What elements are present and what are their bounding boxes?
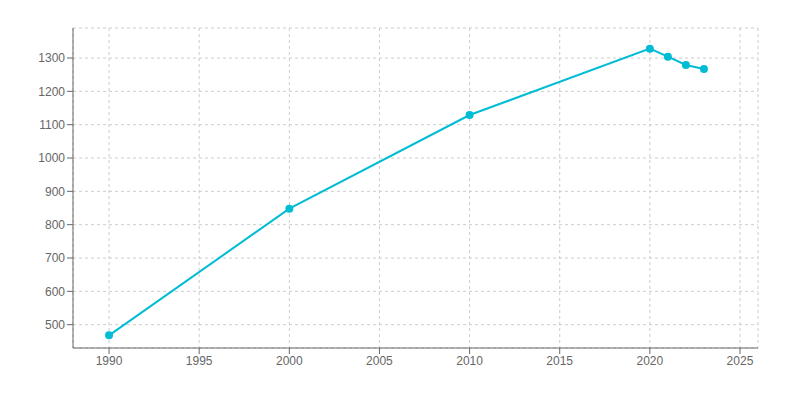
svg-text:1000: 1000 bbox=[38, 151, 65, 165]
svg-text:800: 800 bbox=[45, 218, 65, 232]
svg-text:500: 500 bbox=[45, 318, 65, 332]
svg-text:1100: 1100 bbox=[39, 118, 65, 132]
svg-text:2005: 2005 bbox=[366, 354, 393, 368]
svg-text:1200: 1200 bbox=[38, 85, 65, 99]
svg-text:2010: 2010 bbox=[456, 354, 483, 368]
svg-text:2000: 2000 bbox=[276, 354, 303, 368]
svg-text:2025: 2025 bbox=[727, 354, 754, 368]
svg-text:1300: 1300 bbox=[38, 51, 65, 65]
svg-text:900: 900 bbox=[45, 185, 65, 199]
svg-text:1990: 1990 bbox=[96, 354, 123, 368]
svg-text:1995: 1995 bbox=[186, 354, 213, 368]
svg-text:700: 700 bbox=[45, 251, 65, 265]
svg-text:2015: 2015 bbox=[546, 354, 573, 368]
svg-text:600: 600 bbox=[45, 285, 65, 299]
svg-text:2020: 2020 bbox=[636, 354, 663, 368]
